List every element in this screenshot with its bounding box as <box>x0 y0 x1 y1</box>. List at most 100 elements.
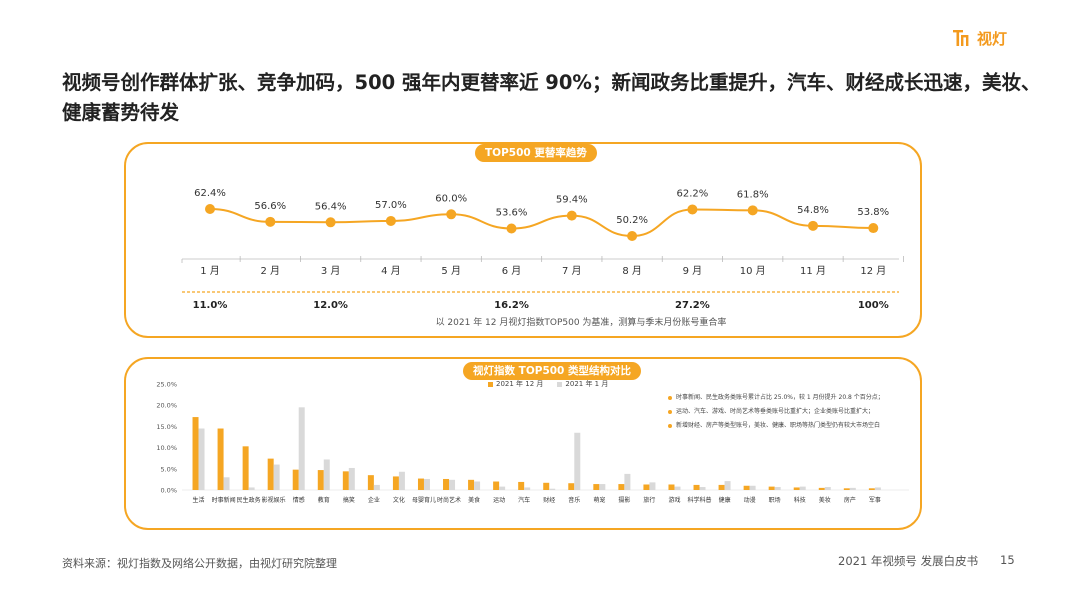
quarter-overlap-rate: 100% <box>858 300 889 311</box>
bar-dec <box>793 487 800 490</box>
x-tick-label: 美妆 <box>819 496 831 504</box>
x-tick-label: 运动 <box>493 496 505 504</box>
quarter-overlap-rate: 27.2% <box>675 300 710 311</box>
legend-swatch-dec <box>488 381 493 387</box>
legend-label-jan: 2021 年 1 月 <box>565 380 609 388</box>
x-tick-label: 军事 <box>869 496 881 504</box>
bar-dec <box>417 478 424 490</box>
data-point <box>205 204 215 214</box>
x-tick-label: 科学科普 <box>688 496 712 504</box>
x-tick-label: 母婴育儿 <box>412 496 436 504</box>
bar-jan <box>849 487 856 490</box>
quarter-overlap-rate: 12.0% <box>313 300 348 311</box>
bar-jan <box>524 487 531 490</box>
bar-dec <box>868 488 875 490</box>
bar-jan <box>749 485 756 490</box>
x-tick-label: 8 月 <box>622 265 642 277</box>
source-note: 资料来源：视灯指数及网络公开数据，由视灯研究院整理 <box>62 557 337 570</box>
x-tick-label: 9 月 <box>683 265 703 277</box>
data-point <box>385 215 396 226</box>
y-tick-label: 5.0% <box>160 465 177 473</box>
legend-item-dec: 2021 年 12 月 <box>488 379 543 389</box>
x-tick-label: 房产 <box>844 496 856 504</box>
x-tick-label: 7 月 <box>562 265 582 277</box>
page-title: 视频号创作群体扩张、竞争加码，500 强年内更替率近 90%；新闻政务比重提升，… <box>62 71 1041 124</box>
bar-jan <box>599 484 606 490</box>
y-tick-label: 10.0% <box>156 444 177 452</box>
bar-legend: 2021 年 12 月 2021 年 1 月 <box>488 379 608 389</box>
bar-dec <box>843 488 850 490</box>
bar-dec <box>217 428 224 490</box>
x-tick-label: 生活 <box>193 496 205 504</box>
bar-jan <box>323 459 330 490</box>
bar-jan <box>273 464 280 490</box>
data-label: 53.6% <box>496 207 528 218</box>
x-tick-label: 摄影 <box>618 496 630 504</box>
turnover-chart-title: TOP500 更替率趋势 <box>475 144 597 162</box>
note-item: 时事新闻、民生政务类账号累计占比 25.0%，较 1 月份提升 20.8 个百分… <box>668 391 908 405</box>
bar-jan <box>799 486 806 490</box>
legend-label-dec: 2021 年 12 月 <box>496 380 544 388</box>
page-number: 15 <box>1000 553 1015 567</box>
legend-item-jan: 2021 年 1 月 <box>557 379 608 389</box>
y-tick-label: 25.0% <box>156 381 177 389</box>
bar-jan <box>574 432 581 490</box>
data-point <box>325 217 336 228</box>
data-label: 59.4% <box>556 195 588 206</box>
report-name: 2021 年视频号 发展白皮书 <box>838 554 979 568</box>
bar-dec <box>192 417 199 490</box>
bar-jan <box>449 479 456 490</box>
bar-dec <box>267 458 274 490</box>
note-text: 时事新闻、民生政务类账号累计占比 25.0%，较 1 月份提升 20.8 个百分… <box>676 394 884 401</box>
bar-jan <box>499 486 506 490</box>
bar-dec <box>568 483 575 490</box>
y-tick-label: 20.0% <box>156 402 177 410</box>
x-tick-label: 教育 <box>318 496 330 504</box>
bar-jan <box>373 484 380 490</box>
legend-swatch-jan <box>557 381 563 387</box>
bar-jan <box>474 481 481 490</box>
x-tick-label: 文化 <box>393 496 405 504</box>
x-tick-label: 影视娱乐 <box>262 496 286 504</box>
structure-chart-title: 视灯指数 TOP500 类型结构对比 <box>463 362 642 380</box>
data-point <box>506 223 517 234</box>
bar-dec <box>342 471 349 490</box>
x-tick-label: 6 月 <box>502 265 522 277</box>
x-tick-label: 4 月 <box>381 265 401 277</box>
lamp-logo-icon <box>953 30 969 46</box>
bar-dec <box>518 481 525 490</box>
bar-dec <box>292 469 299 490</box>
x-tick-label: 企业 <box>368 496 380 504</box>
bar-jan <box>423 478 430 490</box>
data-label: 61.8% <box>737 189 769 200</box>
bar-jan <box>874 487 881 490</box>
bullet-icon <box>668 424 672 428</box>
x-tick-label: 健康 <box>719 496 731 504</box>
x-tick-label: 时尚艺术 <box>437 496 461 504</box>
x-tick-label: 12 月 <box>860 265 886 277</box>
bar-jan <box>674 486 681 490</box>
data-point <box>566 210 577 221</box>
bar-dec <box>317 470 324 490</box>
data-label: 62.2% <box>677 188 709 199</box>
bar-jan <box>248 487 255 490</box>
data-label: 56.4% <box>315 201 347 212</box>
x-tick-label: 动漫 <box>744 496 756 504</box>
chart-note: 以 2021 年 12 月视灯指数TOP500 为基准，测算与季末月份账号重合率 <box>436 316 727 328</box>
x-tick-label: 时事新闻 <box>212 496 236 504</box>
bar-jan <box>724 481 731 490</box>
bar-dec <box>618 484 625 490</box>
bullet-icon <box>668 396 672 400</box>
structure-bar-chart: 0.0% 5.0% 10.0% 15.0% 20.0% 25.0% 生活 时事新闻 民生政务 影视… <box>156 381 909 504</box>
bar-dec <box>367 475 374 490</box>
bar-dec <box>392 476 399 490</box>
turnover-line-chart: 62.4% 56.6% 56.4% 57.0% 60.0% 53.6% 59.4% 50.2%… <box>181 188 904 328</box>
bar-jan <box>649 482 656 490</box>
quarter-overlap-rate: 11.0% <box>193 300 228 311</box>
bar-dec <box>593 484 600 490</box>
note-text: 运动、汽车、游戏、时尚艺术等垂类账号比重扩大；企业类账号比重扩大； <box>676 408 875 415</box>
series-line <box>209 208 874 238</box>
data-label: 53.8% <box>857 207 889 218</box>
bar-jan <box>624 473 631 490</box>
x-tick-label: 3 月 <box>321 265 341 277</box>
